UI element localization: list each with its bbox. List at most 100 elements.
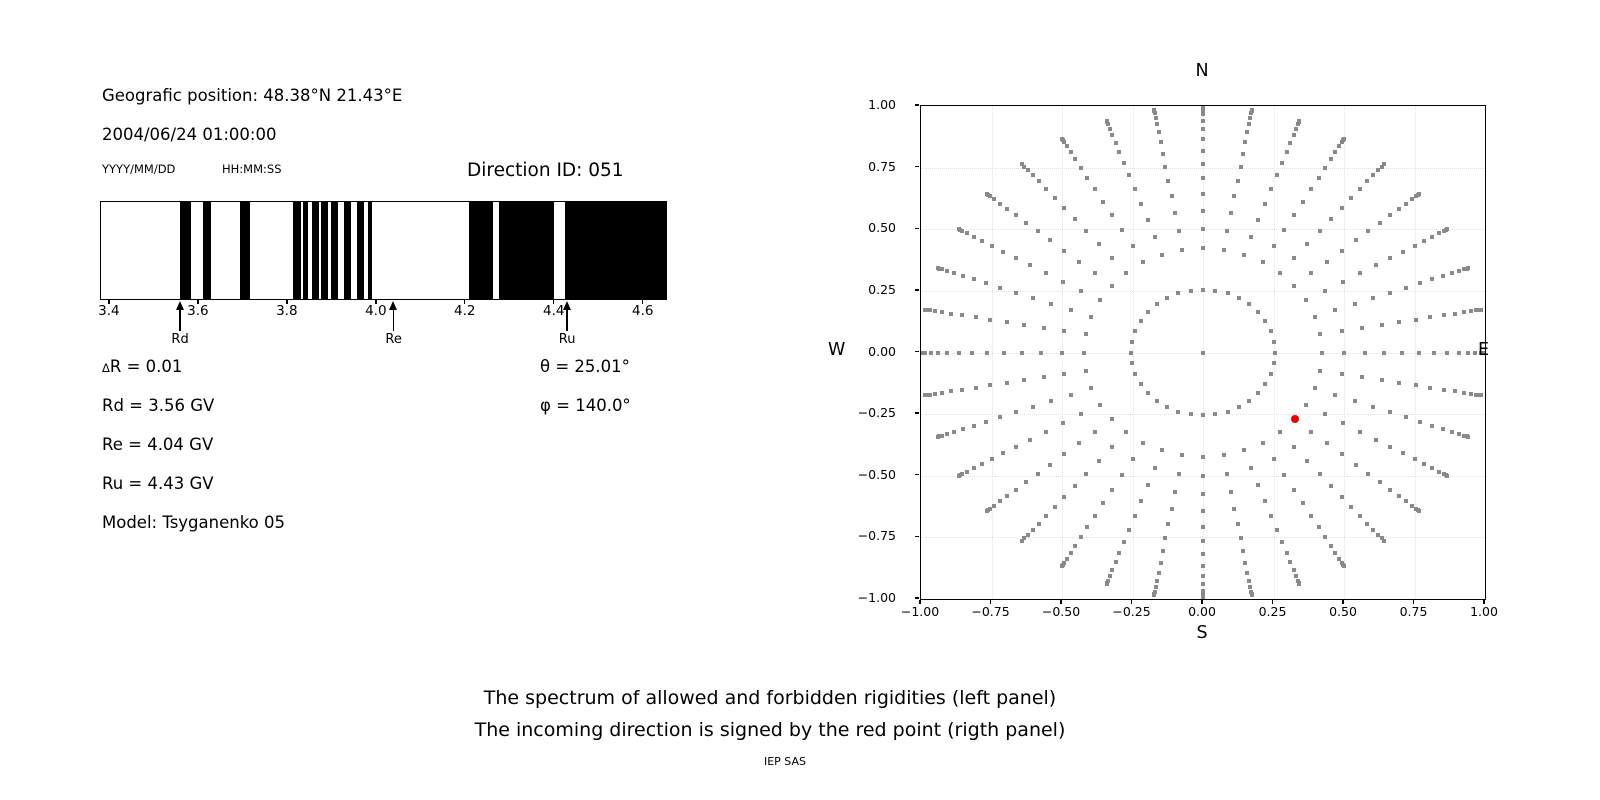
param-theta: θ = 25.01° [540, 357, 630, 376]
sky-x-tick [1201, 599, 1203, 604]
sky-grid-dot [971, 277, 976, 282]
sky-grid-dot [1304, 242, 1309, 247]
sky-grid-dot [1039, 350, 1044, 355]
sky-grid-dot [1483, 350, 1485, 355]
sky-grid-dot [1127, 173, 1132, 178]
sky-grid-dot [1201, 287, 1205, 292]
sky-grid-dot [1401, 451, 1406, 456]
spectrum-forbidden-band [239, 202, 250, 299]
sky-grid-dot [1130, 243, 1135, 248]
sky-grid-dot [1263, 319, 1268, 324]
cutoff-marker-shaft-rd [179, 308, 181, 331]
sky-grid-dot [984, 508, 989, 513]
sky-grid-dot [1430, 234, 1435, 239]
sky-grid-dot [1109, 417, 1114, 422]
sky-grid-dot [988, 383, 993, 388]
sky-grid-dot [1262, 499, 1267, 504]
sky-grid-dot [1236, 296, 1241, 301]
sky-grid-dot [1373, 437, 1378, 442]
sky-grid-dot [1291, 213, 1296, 218]
sky-grid-dot [1339, 452, 1344, 457]
sky-grid-dot [1062, 205, 1067, 210]
sky-grid-dot [1005, 494, 1010, 499]
sky-grid-dot [1107, 126, 1112, 131]
sky-grid-dot [1371, 404, 1376, 409]
sky-grid-dot [1160, 252, 1165, 257]
sky-grid-dot [1156, 130, 1161, 135]
sky-grid-dot [1085, 525, 1090, 530]
sky-grid-dot [1078, 288, 1083, 293]
spectrum-tick [286, 299, 288, 304]
sky-grid-dot [1089, 386, 1093, 391]
sky-grid-dot [1260, 260, 1265, 265]
date-format-label: YYYY/MM/DD [102, 162, 176, 176]
sky-grid-dot [1324, 441, 1329, 446]
sky-grid-dot [927, 308, 932, 313]
sky-grid-dot [940, 267, 945, 272]
sky-grid-dot [1352, 302, 1357, 307]
sky-grid-dot [1145, 310, 1150, 315]
sky-grid-dot [1349, 505, 1354, 510]
sky-grid-dot [1235, 522, 1240, 527]
sky-grid-dot [1044, 271, 1049, 276]
sky-grid-dot [998, 415, 1002, 420]
sky-grid-dot [1430, 277, 1435, 282]
sky-grid-dot [1450, 271, 1454, 276]
sky-grid-dot [1138, 319, 1143, 324]
sky-grid-dot [1441, 313, 1446, 318]
sky-x-tick [919, 599, 921, 604]
sky-grid-dot [1110, 132, 1115, 137]
sky-grid-dot [1256, 310, 1261, 315]
sky-grid-dot [1084, 471, 1089, 476]
sky-grid-dot [1101, 199, 1106, 204]
sky-grid-dot [1124, 270, 1129, 275]
sky-grid-dot [1064, 144, 1069, 149]
sky-grid-dot [1201, 176, 1205, 181]
sky-grid-dot [1013, 444, 1018, 449]
sky-grid-dot [1249, 234, 1254, 239]
sky-grid-dot [1152, 593, 1157, 598]
sky-grid-dot [1201, 524, 1205, 529]
sky-grid-dot [1154, 398, 1159, 403]
sky-grid-dot [1166, 178, 1171, 183]
sky-grid-dot [945, 431, 950, 436]
sky-grid-dot [1081, 350, 1086, 355]
sky-grid-dot [1163, 164, 1168, 169]
sky-grid-dot [1400, 350, 1405, 355]
sky-grid-dot [1362, 350, 1367, 355]
sky-grid-dot [1295, 578, 1300, 583]
sky-x-tick [1130, 599, 1133, 604]
spectrum-forbidden-band [180, 202, 191, 299]
sky-grid-dot [1078, 535, 1083, 540]
sky-grid-dot [1357, 429, 1362, 434]
compass-west-label: W [828, 340, 846, 360]
sky-grid-dot [1461, 390, 1466, 395]
sky-grid-dot [1097, 298, 1102, 303]
sky-grid-dot [1072, 216, 1077, 221]
sky-grid-dot [1329, 216, 1334, 221]
sky-grid-dot [1243, 140, 1248, 145]
sky-grid-dot [1180, 453, 1185, 458]
sky-y-tick [915, 289, 919, 291]
sky-grid-dot [1172, 211, 1177, 216]
sky-grid-dot [1201, 508, 1205, 513]
sky-grid-dot [1341, 279, 1346, 284]
datetime-text: 2004/06/24 01:00:00 [102, 125, 277, 144]
sky-grid-dot [1241, 151, 1246, 156]
sky-grid-dot [949, 389, 954, 394]
sky-x-tick-label: −0.50 [1041, 604, 1081, 619]
sky-grid-dot [1117, 551, 1122, 556]
sky-grid-dot [1436, 469, 1441, 474]
cutoff-marker-arrowhead-rd [175, 301, 184, 310]
cutoff-marker-shaft-re [392, 308, 395, 331]
sky-grid-dot [1272, 350, 1277, 355]
sky-grid-dot [1130, 339, 1135, 344]
sky-grid-dot [1180, 247, 1185, 252]
cutoff-marker-label-re: Re [385, 332, 402, 347]
sky-grid-dot [1235, 178, 1240, 183]
sky-grid-dot [1323, 165, 1328, 170]
sky-grid-dot [1417, 350, 1422, 355]
sky-grid-dot [1441, 471, 1446, 476]
sky-grid-dot [1304, 298, 1309, 303]
sky-grid-dot [1000, 249, 1005, 254]
